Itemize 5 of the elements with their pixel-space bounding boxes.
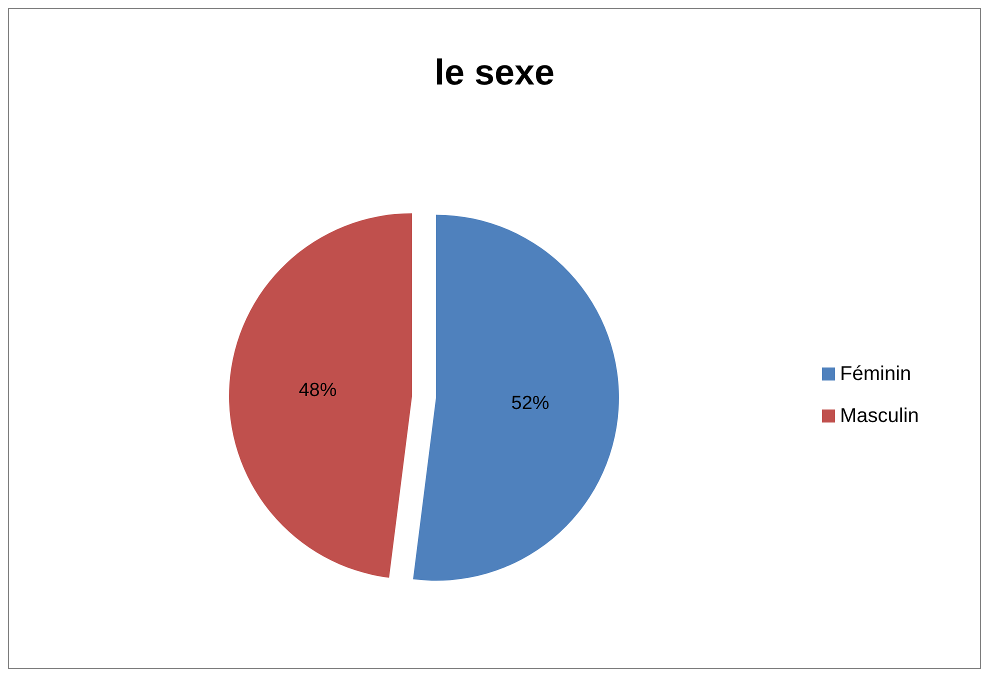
data-label: 52% — [511, 393, 550, 414]
legend-label: Féminin — [840, 363, 912, 385]
chart-title: le sexe — [434, 52, 555, 92]
legend-label: Masculin — [840, 405, 919, 427]
data-label: 48% — [298, 380, 337, 401]
